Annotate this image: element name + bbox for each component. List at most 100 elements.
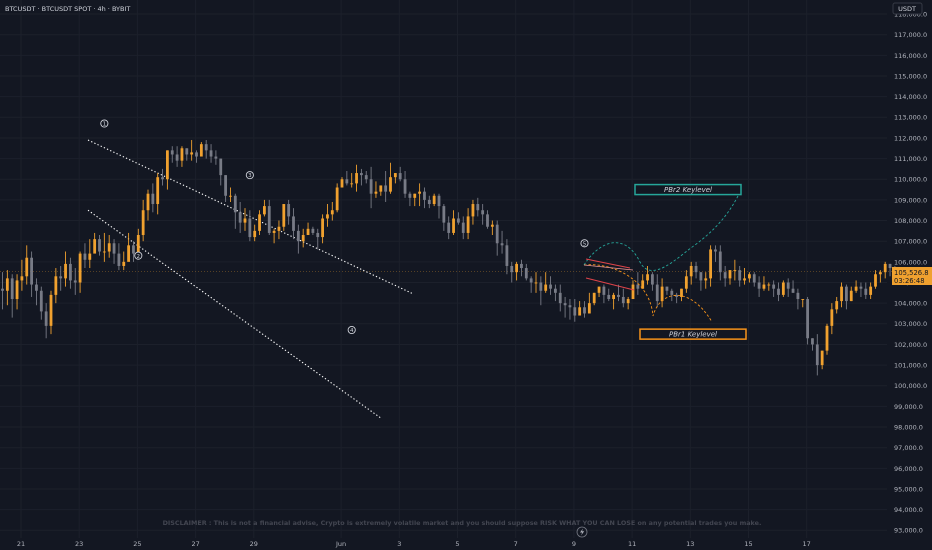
candle <box>190 140 193 161</box>
candle-body <box>685 276 688 288</box>
candle-body <box>763 285 766 289</box>
candle-body <box>302 235 305 241</box>
candle <box>312 227 315 235</box>
candle <box>506 239 509 274</box>
candle-body <box>229 196 232 197</box>
date-tick-label: 25 <box>133 540 141 548</box>
candle <box>336 183 339 212</box>
candle <box>530 276 533 293</box>
candle-body <box>830 309 833 326</box>
pbr2-projection <box>584 196 738 270</box>
candle-body <box>801 299 804 300</box>
candle-body <box>142 210 145 235</box>
candle <box>263 200 266 217</box>
wave-label: 2 <box>135 252 142 260</box>
candle <box>704 272 707 289</box>
price-tick-label: 112,000.0 <box>894 134 927 142</box>
candle-body <box>481 210 484 214</box>
candle <box>821 351 824 370</box>
candle <box>248 210 251 241</box>
candle <box>433 194 436 206</box>
svg-text:USDT: USDT <box>898 5 916 13</box>
candle-body <box>539 283 542 291</box>
candle-body <box>59 276 62 278</box>
candle-body <box>122 262 125 266</box>
candle-body <box>375 192 378 194</box>
candle <box>695 262 698 279</box>
candle <box>176 146 179 167</box>
candle-body <box>166 150 169 179</box>
candle-body <box>797 293 800 299</box>
price-tick-label: 114,000.0 <box>894 93 927 101</box>
candle <box>719 245 722 280</box>
candle-body <box>724 272 727 278</box>
candle-body <box>879 272 882 274</box>
candle <box>239 202 242 233</box>
candle-body <box>312 229 315 233</box>
time-axis[interactable]: 21 23 25 27 29 Jun 3 5 7 9 11 13 15 17 <box>17 540 811 548</box>
candle <box>147 190 150 221</box>
candle <box>481 204 484 225</box>
candle-body <box>428 200 431 204</box>
candle-body <box>200 144 203 156</box>
candle <box>122 252 125 271</box>
candle-body <box>331 210 334 214</box>
candle <box>588 293 591 314</box>
candle <box>777 283 780 302</box>
candle-body <box>248 218 251 237</box>
candle-body <box>127 245 130 262</box>
candle-body <box>646 274 649 280</box>
pbr2-label: PBr2 Keylevel <box>664 186 712 194</box>
candle-body <box>743 278 746 280</box>
candle <box>98 235 101 256</box>
candle <box>219 159 222 186</box>
candle-body <box>690 266 693 276</box>
candle <box>539 276 542 305</box>
candle-body <box>399 173 402 179</box>
candle-body <box>840 287 843 301</box>
candle-body <box>253 231 256 237</box>
candle <box>132 241 135 262</box>
candle-body <box>282 204 285 227</box>
candle <box>210 144 213 163</box>
candle-body <box>181 148 184 160</box>
currency-label[interactable]: USDT <box>893 3 922 14</box>
candle-body <box>733 270 736 271</box>
candle-body <box>45 311 48 325</box>
svg-text:3: 3 <box>248 173 252 179</box>
candle-body <box>88 254 91 260</box>
candle <box>864 283 867 300</box>
candle-body <box>603 287 606 295</box>
candle <box>850 287 853 301</box>
candle-body <box>748 274 751 278</box>
candle-body <box>569 305 572 307</box>
candle <box>423 188 426 209</box>
candle <box>370 167 373 208</box>
candle-body <box>632 285 635 299</box>
candle-body <box>806 299 809 338</box>
candle <box>656 274 659 307</box>
candle-body <box>782 283 785 295</box>
date-tick-label: 11 <box>628 540 636 548</box>
date-tick-label: 7 <box>514 540 518 548</box>
price-tick-label: 109,000.0 <box>894 196 927 204</box>
symbol-header[interactable]: BTCUSDT · BTCUSDT SPOT · 4h · BYBIT <box>5 5 130 13</box>
candle <box>874 270 877 289</box>
candle-body <box>137 235 140 254</box>
candle-body <box>442 206 445 223</box>
candle <box>879 270 882 282</box>
svg-text:4: 4 <box>350 328 354 334</box>
candle-body <box>30 258 33 285</box>
candle-body <box>622 297 625 303</box>
price-tick-label: 104,000.0 <box>894 300 927 308</box>
candle-body <box>64 264 67 278</box>
candle <box>331 202 334 221</box>
candle <box>496 221 499 256</box>
date-tick-label: 27 <box>191 540 199 548</box>
candle <box>113 239 116 264</box>
lightning-icon[interactable] <box>577 527 587 537</box>
price-tick-label: 99,000.0 <box>894 403 923 411</box>
candle-body <box>583 307 586 313</box>
candle-body <box>860 287 863 289</box>
